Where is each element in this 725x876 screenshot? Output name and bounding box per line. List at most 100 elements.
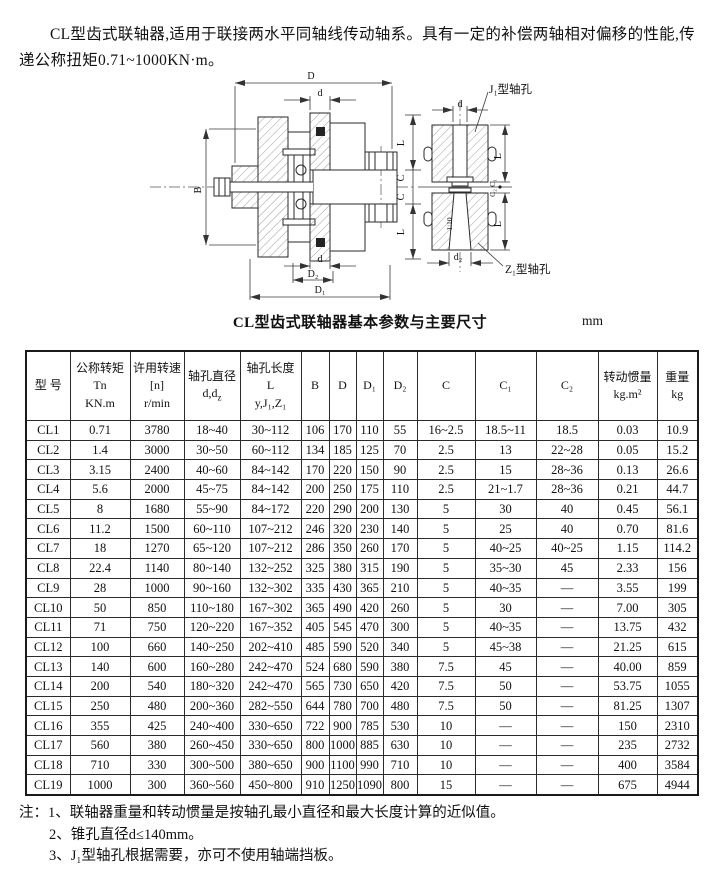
table-row: CL4 5.6 2000 45~75 84~142 200 250 175 110 2.5 21~1…: [25, 479, 699, 500]
value-cell: 90: [382, 459, 418, 481]
value-cell: 60~112: [239, 439, 302, 461]
value-cell: 81.6: [656, 518, 699, 540]
value-cell: 260~450: [183, 735, 241, 756]
value-cell: 220: [328, 459, 357, 481]
value-cell: 30: [474, 597, 537, 618]
value-cell: 230: [355, 518, 384, 540]
table-row: CL19 1000 300 360~560 450~800 910 1250 1090 800 1…: [25, 774, 699, 796]
note-item: 1、联轴器重量和转动惯量是按轴孔最小直径和最大长度计算的近似值。: [48, 805, 505, 821]
value-cell: 84~142: [239, 479, 302, 500]
value-cell: 750: [129, 616, 185, 638]
value-cell: —: [535, 597, 599, 618]
value-cell: 220: [300, 498, 330, 520]
value-cell: 130: [382, 498, 418, 520]
value-cell: 380: [328, 557, 357, 579]
value-cell: 170: [328, 420, 357, 441]
value-cell: 13: [474, 439, 537, 461]
value-cell: 355: [69, 715, 131, 736]
value-cell: 235: [597, 735, 658, 756]
value-cell: 13.75: [597, 616, 658, 638]
value-cell: 5: [416, 577, 476, 599]
value-cell: 380~650: [239, 754, 302, 776]
value-cell: 84~172: [239, 498, 302, 520]
value-cell: 35~30: [474, 557, 537, 579]
value-cell: 15: [474, 459, 537, 481]
model-cell: CL15: [25, 695, 71, 717]
value-cell: 859: [656, 656, 699, 677]
value-cell: 800: [382, 774, 418, 796]
value-cell: 0.71: [69, 420, 131, 441]
table-row: CL7 18 1270 65~120 107~212 286 350 260 170 5 40~25…: [25, 538, 699, 559]
model-cell: CL6: [25, 518, 71, 540]
value-cell: 40~60: [183, 459, 241, 481]
dim-label-C-bottom: C: [396, 193, 407, 200]
value-cell: 240~400: [183, 715, 241, 736]
table-title: CL型齿式联轴器基本参数与主要尺寸: [232, 315, 488, 331]
value-cell: 50: [474, 695, 537, 717]
value-cell: 485: [300, 636, 330, 658]
value-cell: 45: [535, 557, 599, 579]
value-cell: 305: [656, 597, 699, 618]
notes-prefix: 注：: [19, 805, 48, 821]
value-cell: 1090: [355, 774, 384, 796]
value-cell: 140: [382, 518, 418, 540]
table-row: CL3 3.15 2400 40~60 84~142 170 220 150 90 2.5 15 28…: [25, 459, 699, 481]
value-cell: —: [474, 715, 537, 736]
value-cell: 40~35: [474, 616, 537, 638]
value-cell: 18.5: [535, 420, 599, 441]
value-cell: 1500: [129, 518, 185, 540]
value-cell: 10: [416, 754, 476, 776]
dim-label-d-right: d: [458, 99, 463, 110]
value-cell: 80~140: [183, 557, 241, 579]
value-cell: 730: [328, 675, 357, 697]
value-cell: 2310: [656, 715, 699, 736]
value-cell: 40: [535, 518, 599, 540]
value-cell: 199: [656, 577, 699, 599]
value-cell: 45~75: [183, 479, 241, 500]
dim-label-L-right-top: L: [493, 153, 504, 159]
model-cell: CL11: [25, 616, 71, 638]
column-header: 重量 kg: [656, 350, 699, 421]
table-row: CL12 100 660 140~250 202~410 485 590 520 340 5 45~…: [25, 636, 699, 658]
value-cell: 45~38: [474, 636, 537, 658]
column-header: C: [416, 350, 476, 421]
note-item: 3、J₁型轴孔根据需要，亦可不使用轴端挡板。: [49, 848, 343, 864]
value-cell: 10: [416, 735, 476, 756]
value-cell: 53.75: [597, 675, 658, 697]
value-cell: 885: [355, 735, 384, 756]
value-cell: 590: [328, 636, 357, 658]
column-header: 转动惯量 kg.m²: [597, 350, 658, 421]
value-cell: 330: [129, 754, 185, 776]
value-cell: 22~28: [535, 439, 599, 461]
note-line: 注：1、联轴器重量和转动惯量是按轴孔最小直径和最大长度计算的近似值。: [19, 803, 709, 825]
table-row: CL9 28 1000 90~160 132~302 335 430 365 210 5 40~35…: [25, 577, 699, 599]
value-cell: 160~280: [183, 656, 241, 677]
value-cell: 2.5: [416, 459, 476, 481]
value-cell: 150: [355, 459, 384, 481]
value-cell: 5: [416, 498, 476, 520]
value-cell: 55: [382, 420, 418, 441]
value-cell: 325: [300, 557, 330, 579]
value-cell: 170: [300, 459, 330, 481]
value-cell: 722: [300, 715, 330, 736]
value-cell: 110: [382, 479, 418, 500]
value-cell: 330~650: [239, 715, 302, 736]
value-cell: 0.21: [597, 479, 658, 500]
value-cell: 675: [597, 774, 658, 796]
value-cell: 785: [355, 715, 384, 736]
label-z1-hole: Z₁型轴孔: [505, 262, 551, 276]
value-cell: 800: [300, 735, 330, 756]
value-cell: —: [535, 636, 599, 658]
value-cell: 470: [355, 616, 384, 638]
value-cell: 2732: [656, 735, 699, 756]
value-cell: 120~220: [183, 616, 241, 638]
value-cell: 350: [328, 538, 357, 559]
value-cell: 260: [382, 597, 418, 618]
value-cell: 250: [69, 695, 131, 717]
value-cell: 56.1: [656, 498, 699, 520]
value-cell: 200: [300, 479, 330, 500]
value-cell: 630: [382, 735, 418, 756]
model-cell: CL7: [25, 538, 71, 559]
